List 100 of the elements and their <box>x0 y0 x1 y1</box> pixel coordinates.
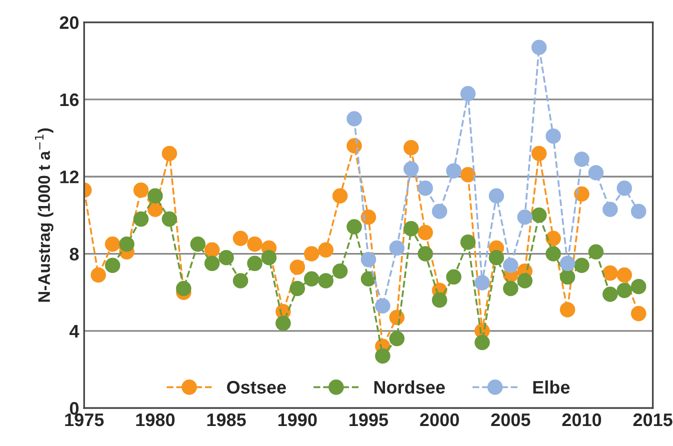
point <box>460 234 476 250</box>
point <box>418 180 433 196</box>
point <box>446 163 462 178</box>
point <box>574 152 590 167</box>
point <box>346 219 362 234</box>
point <box>403 221 419 236</box>
point <box>531 40 547 56</box>
point <box>375 298 390 314</box>
point <box>204 256 220 272</box>
point <box>90 267 106 283</box>
point <box>574 258 590 273</box>
point <box>304 246 320 262</box>
point <box>261 250 277 266</box>
point <box>531 146 547 162</box>
point <box>488 250 504 266</box>
point <box>162 211 178 227</box>
point <box>602 286 618 302</box>
point <box>304 271 320 286</box>
point <box>119 236 134 252</box>
point <box>104 258 120 273</box>
x-tick-label: 1995 <box>350 413 388 426</box>
point <box>360 252 376 268</box>
y-tick-label: 8 <box>70 248 79 260</box>
point <box>247 256 262 272</box>
point <box>474 334 490 350</box>
point <box>616 267 632 283</box>
x-tick-label: 1975 <box>65 413 104 426</box>
point <box>403 161 419 177</box>
point <box>531 208 547 223</box>
y-axis-title: N-Austrag (1000 t a$^{−1}$) <box>34 128 54 302</box>
y-tick-label: 0 <box>70 402 79 415</box>
point <box>418 224 433 240</box>
point <box>574 186 590 202</box>
point <box>176 280 192 296</box>
point <box>460 86 476 102</box>
point <box>375 348 390 364</box>
point <box>346 111 362 126</box>
point <box>432 204 448 219</box>
point <box>204 242 220 258</box>
point <box>560 269 576 285</box>
point <box>546 246 561 262</box>
point <box>560 302 576 318</box>
point <box>403 140 419 156</box>
point <box>602 202 618 218</box>
y-tick-label: 12 <box>60 170 79 184</box>
point <box>190 236 206 252</box>
point <box>360 209 376 225</box>
point <box>517 273 532 288</box>
point <box>488 188 504 204</box>
point <box>290 260 306 275</box>
point <box>276 316 291 331</box>
point <box>389 331 405 346</box>
x-tick-label: 2005 <box>491 413 530 426</box>
point <box>432 292 448 308</box>
point <box>389 240 405 256</box>
point <box>588 165 604 180</box>
point <box>503 258 518 273</box>
x-tick-label: 2010 <box>562 413 602 426</box>
point <box>630 306 646 322</box>
point <box>247 236 262 252</box>
point <box>133 182 149 198</box>
legend-label: Nordsee <box>374 380 445 394</box>
point <box>232 230 248 246</box>
y-tick-label: 4 <box>69 325 80 338</box>
legend-label: Elbe <box>533 380 570 394</box>
point <box>460 167 476 182</box>
point <box>133 211 149 227</box>
y-tick-label: 20 <box>60 16 79 30</box>
point <box>332 188 348 204</box>
point <box>446 269 462 285</box>
x-tick-label: 2015 <box>633 413 672 426</box>
point <box>162 146 178 162</box>
x-tick-label: 1985 <box>207 413 246 426</box>
point <box>602 265 618 281</box>
x-tick-label: 1980 <box>136 413 175 426</box>
point <box>148 188 163 204</box>
point <box>318 242 334 258</box>
point <box>418 246 433 262</box>
point <box>560 256 576 272</box>
point <box>630 204 646 219</box>
point <box>630 278 646 294</box>
y-tick-label: 16 <box>60 93 79 106</box>
point <box>503 280 518 296</box>
x-tick-label: 2000 <box>420 413 459 426</box>
legend-label: Ostsee <box>227 380 286 394</box>
point <box>474 275 490 290</box>
point <box>616 180 632 196</box>
point <box>546 230 561 246</box>
point <box>104 236 120 252</box>
point <box>232 273 248 288</box>
point <box>290 280 306 296</box>
point <box>517 209 532 225</box>
point <box>218 250 234 266</box>
x-tick-label: 1990 <box>278 413 317 426</box>
point <box>332 263 348 279</box>
point <box>318 273 334 288</box>
point <box>360 271 376 286</box>
point <box>588 244 604 260</box>
point <box>546 128 561 144</box>
point <box>616 282 632 298</box>
